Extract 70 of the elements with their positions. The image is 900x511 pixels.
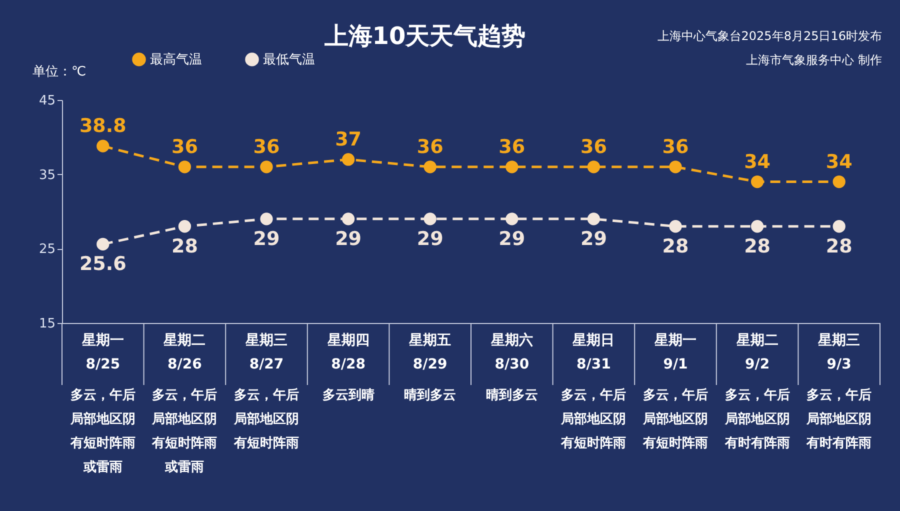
- point: [178, 160, 192, 174]
- text: 多云，午后局部地区阴有短时阵雨: [642, 387, 708, 451]
- data-label: 29: [498, 228, 526, 250]
- point: [260, 212, 273, 226]
- data-label: 25.6: [79, 253, 126, 276]
- y-axis-title: 单位：℃: [32, 64, 86, 80]
- x-tick-label: 星期四 8/28: [326, 332, 370, 372]
- legend-label: 最低气温: [263, 52, 315, 68]
- text: 多云，午后局部地区阴有短时阵雨: [233, 387, 299, 451]
- point: [750, 220, 764, 233]
- data-label: 28: [744, 235, 771, 258]
- x-tick-label: 星期日 8/31: [572, 332, 615, 372]
- data-label: 28: [826, 235, 852, 258]
- point: [342, 153, 355, 166]
- y-tick-label: 35: [38, 168, 56, 183]
- x-tick-label: 星期五 8/29: [408, 332, 452, 372]
- text: 多云到晴: [322, 388, 374, 403]
- x-tick-label: 星期一 9/1: [654, 332, 696, 372]
- y-tick-label: 15: [38, 316, 56, 332]
- point: [832, 175, 846, 188]
- x-tick-label: 星期二 8/26: [162, 332, 206, 372]
- text: 多云，午后局部地区阴有时有阵雨: [806, 387, 872, 451]
- point: [669, 220, 682, 233]
- point: [669, 160, 682, 174]
- point: [750, 175, 764, 188]
- point: [587, 212, 600, 226]
- point: [506, 212, 518, 226]
- data-label: 38.8: [79, 115, 126, 138]
- data-label: 37: [335, 128, 362, 150]
- text: 晴到多云: [486, 388, 538, 403]
- data-label: 34: [744, 150, 771, 173]
- text: 多云，午后局部地区阴有时有阵雨: [724, 387, 790, 451]
- text: 上海中心气象台2025年8月25日16时发布: [657, 29, 882, 43]
- x-tick-label: 星期三 9/3: [817, 332, 860, 372]
- y-tick-label: 25: [38, 242, 56, 258]
- point: [424, 160, 436, 174]
- data-label: 29: [253, 228, 280, 250]
- data-label: 36: [253, 136, 280, 158]
- point: [260, 160, 273, 174]
- data-label: 36: [580, 136, 607, 158]
- x-tick-label: 星期二 9/2: [735, 332, 778, 372]
- data-label: 36: [171, 136, 198, 158]
- point: [178, 220, 192, 233]
- legend-label: 最高气温: [150, 51, 202, 68]
- data-label: 29: [335, 228, 362, 250]
- point: [832, 220, 846, 233]
- data-label: 28: [662, 235, 689, 258]
- point: [506, 160, 518, 174]
- data-label: 28: [171, 235, 198, 258]
- text: 多云，午后局部地区阴有短时阵雨或雷雨: [69, 387, 136, 475]
- point: [424, 212, 436, 226]
- x-tick-label: 星期三 8/27: [244, 332, 288, 372]
- data-label: 29: [580, 228, 607, 250]
- text: 多云，午后局部地区阴有短时阵雨: [560, 387, 626, 451]
- text: 晴到多云: [404, 388, 456, 403]
- data-label: 34: [826, 150, 852, 173]
- chart-title: 上海10天天气趋势: [323, 22, 526, 50]
- x-tick-label: 星期一 8/25: [80, 332, 124, 372]
- data-label: 36: [416, 136, 444, 158]
- data-label: 36: [662, 136, 689, 158]
- point: [342, 212, 355, 226]
- y-tick-label: 45: [38, 94, 56, 108]
- data-label: 36: [498, 136, 526, 158]
- x-tick-label: 星期六 8/30: [490, 332, 533, 372]
- point: [96, 140, 110, 152]
- text: 上海市气象服务中心 制作: [746, 53, 882, 67]
- point: [96, 238, 110, 251]
- point: [587, 160, 600, 174]
- data-label: 29: [416, 228, 444, 250]
- text: 多云，午后局部地区阴有短时阵雨或雷雨: [151, 387, 218, 475]
